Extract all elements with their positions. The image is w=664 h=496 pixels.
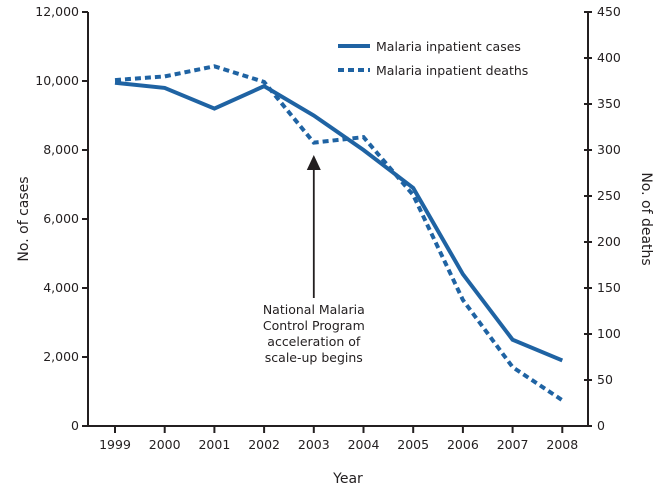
x-tick-label: 2004 <box>348 437 380 452</box>
y-tick-label: 6,000 <box>43 211 79 226</box>
annotation-text: National Malaria <box>263 302 365 317</box>
x-tick-label: 1999 <box>99 437 131 452</box>
y2-tick-label: 450 <box>597 4 621 19</box>
y2-tick-label: 50 <box>597 372 613 387</box>
annotation-text: Control Program <box>263 318 365 333</box>
y2-tick-label: 300 <box>597 142 621 157</box>
y2-tick-label: 250 <box>597 188 621 203</box>
y-tick-label: 12,000 <box>35 4 79 19</box>
y-tick-label: 2,000 <box>43 349 79 364</box>
annotation-text: acceleration of <box>267 334 361 349</box>
y2-tick-label: 100 <box>597 326 621 341</box>
x-tick-label: 2001 <box>198 437 230 452</box>
y2-tick-label: 200 <box>597 234 621 249</box>
legend-label: Malaria inpatient cases <box>376 39 521 54</box>
legend-label: Malaria inpatient deaths <box>376 63 528 78</box>
x-tick-label: 2005 <box>397 437 429 452</box>
x-axis-label: Year <box>332 471 363 487</box>
x-tick-label: 2002 <box>248 437 280 452</box>
y2-axis-label: No. of deaths <box>638 172 654 265</box>
y-tick-label: 4,000 <box>43 280 79 295</box>
y2-tick-label: 150 <box>597 280 621 295</box>
y2-tick-label: 350 <box>597 96 621 111</box>
x-tick-label: 2006 <box>447 437 479 452</box>
x-tick-label: 2003 <box>298 437 330 452</box>
y-tick-label: 10,000 <box>35 73 79 88</box>
y-tick-label: 8,000 <box>43 142 79 157</box>
y-axis-label: No. of cases <box>16 176 32 261</box>
x-tick-label: 2008 <box>546 437 578 452</box>
y2-tick-label: 0 <box>597 418 605 433</box>
series-line-cases <box>114 80 564 363</box>
y-tick-label: 0 <box>71 418 79 433</box>
annotation-arrow-head <box>306 155 321 170</box>
x-tick-label: 2007 <box>497 437 529 452</box>
series-line-deaths <box>114 64 564 402</box>
y2-tick-label: 400 <box>597 50 621 65</box>
x-tick-label: 2000 <box>149 437 181 452</box>
annotation-text: scale-up begins <box>265 350 363 365</box>
